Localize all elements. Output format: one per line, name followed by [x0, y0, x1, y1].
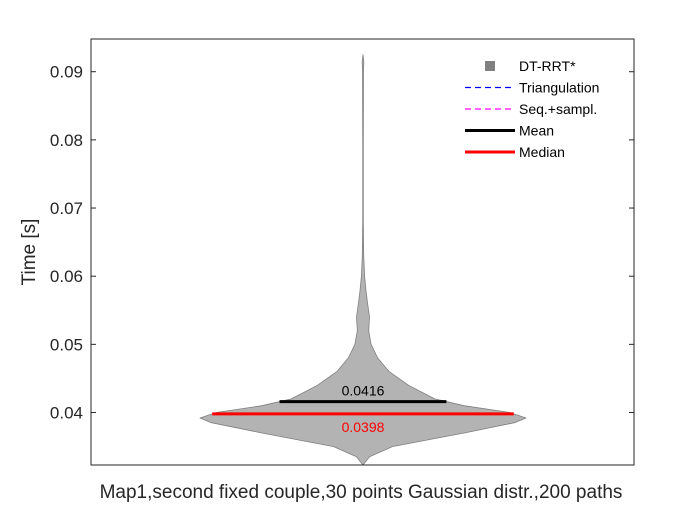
- legend-label: Median: [519, 144, 565, 160]
- median-value-label: 0.0398: [342, 419, 385, 435]
- legend-marker-dt-rrt-star: [485, 61, 495, 71]
- y-axis-label: Time [s]: [19, 219, 40, 286]
- stat-layer: 0.0398 0.0416: [212, 383, 514, 435]
- y-tick-label: 0.08: [50, 131, 83, 150]
- legend-label: Mean: [519, 123, 554, 139]
- legend-label: DT-RRT*: [519, 58, 576, 74]
- y-tick-label: 0.04: [50, 404, 83, 423]
- mean-value-label: 0.0416: [342, 383, 385, 399]
- y-tick-label: 0.06: [50, 267, 83, 286]
- plot-frame: [90, 38, 635, 466]
- y-axis: 0.04 0.05 0.06 0.07 0.08 0.09: [50, 63, 634, 423]
- legend-label: Triangulation: [519, 80, 599, 96]
- x-axis-label: Map1,second fixed couple,30 points Gauss…: [100, 482, 623, 503]
- y-tick-label: 0.07: [50, 199, 83, 218]
- legend-label: Seq.+sampl.: [519, 101, 597, 117]
- legend: DT-RRT* Triangulation Seq.+sampl. Mean Media…: [465, 58, 599, 160]
- y-tick-label: 0.09: [50, 63, 83, 82]
- y-tick-label: 0.05: [50, 335, 83, 354]
